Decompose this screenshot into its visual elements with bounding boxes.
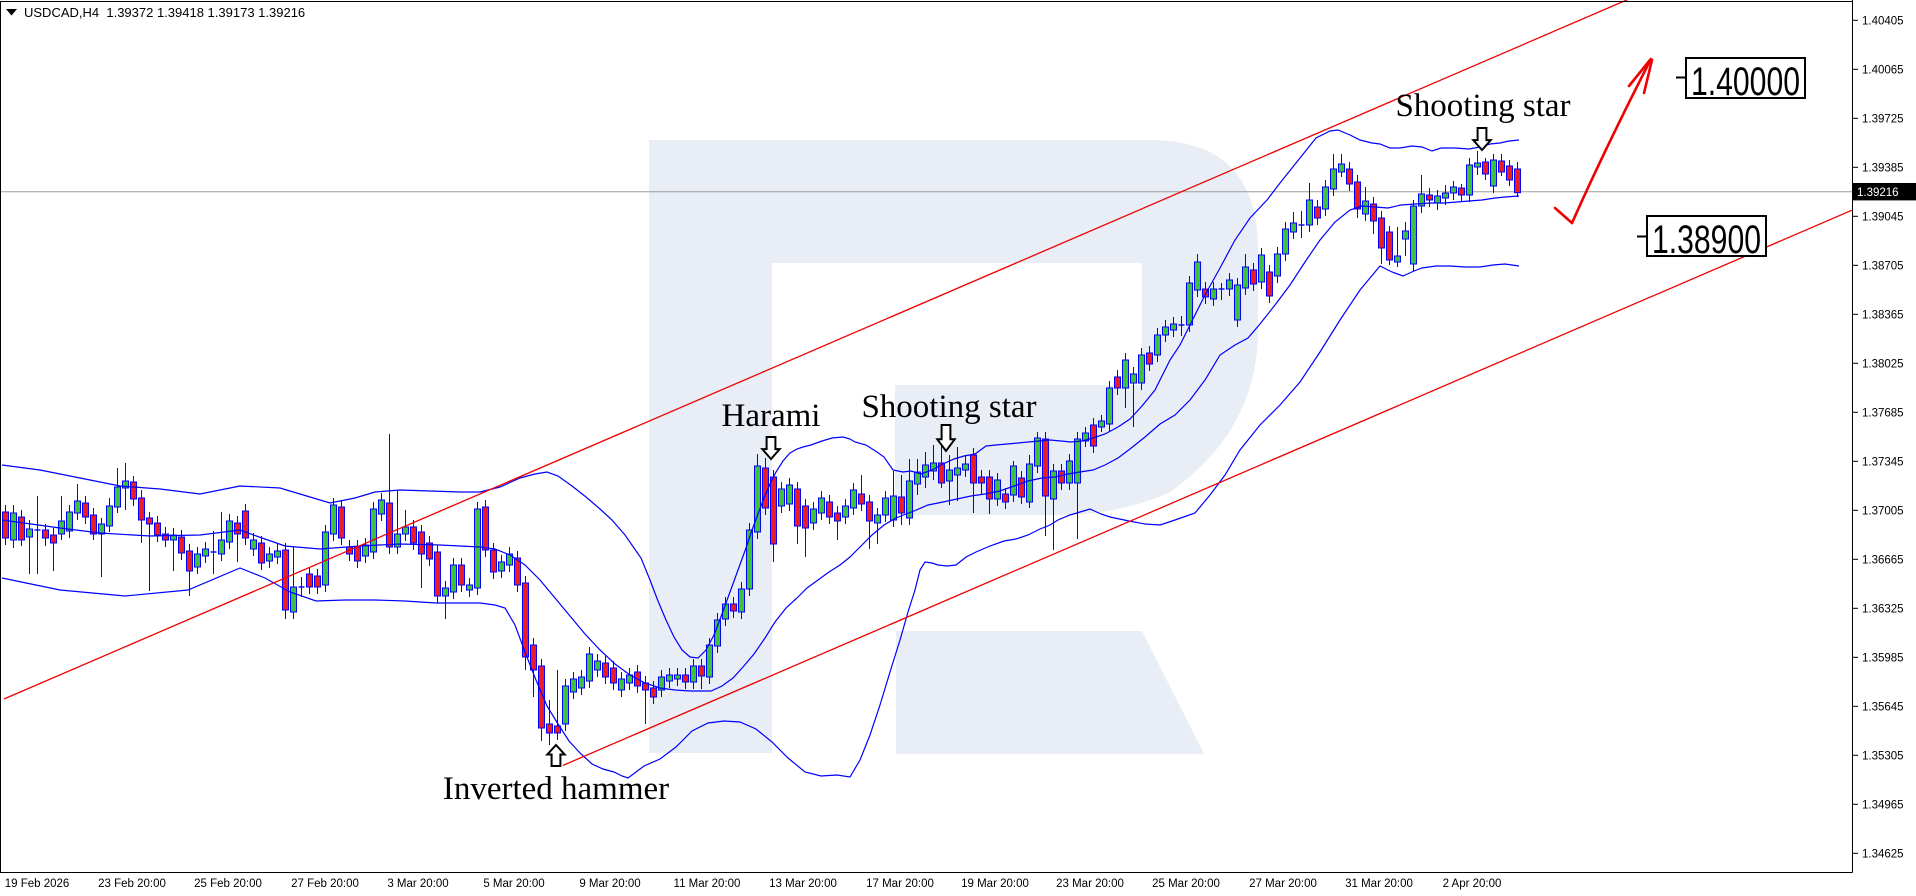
svg-text:1.40065: 1.40065: [1862, 64, 1904, 76]
svg-text:1.34625: 1.34625: [1862, 848, 1904, 860]
svg-text:Inverted hammer: Inverted hammer: [443, 771, 669, 807]
svg-text:31 Mar 20:00: 31 Mar 20:00: [1345, 878, 1413, 890]
svg-text:1.35305: 1.35305: [1862, 750, 1904, 762]
svg-text:1.36325: 1.36325: [1862, 603, 1904, 615]
svg-text:23 Mar 20:00: 23 Mar 20:00: [1056, 878, 1124, 890]
svg-text:1.38365: 1.38365: [1862, 309, 1904, 321]
svg-text:1.37345: 1.37345: [1862, 456, 1904, 468]
svg-text:25 Feb 20:00: 25 Feb 20:00: [194, 878, 262, 890]
svg-text:2 Apr 20:00: 2 Apr 20:00: [1443, 878, 1502, 890]
svg-text:1.38025: 1.38025: [1862, 358, 1904, 370]
svg-text:3 Mar 20:00: 3 Mar 20:00: [387, 878, 448, 890]
svg-text:27 Mar 20:00: 27 Mar 20:00: [1249, 878, 1317, 890]
svg-text:1.40000: 1.40000: [1691, 60, 1800, 104]
svg-text:Harami: Harami: [722, 398, 821, 434]
svg-text:1.34965: 1.34965: [1862, 799, 1904, 811]
svg-text:27 Feb 20:00: 27 Feb 20:00: [291, 878, 359, 890]
svg-text:19 Feb 2026: 19 Feb 2026: [5, 878, 70, 890]
svg-text:1.35645: 1.35645: [1862, 701, 1904, 713]
svg-text:13 Mar 20:00: 13 Mar 20:00: [769, 878, 837, 890]
svg-text:Shooting star: Shooting star: [861, 389, 1036, 425]
svg-text:5 Mar 20:00: 5 Mar 20:00: [483, 878, 544, 890]
svg-text:1.39725: 1.39725: [1862, 113, 1904, 125]
svg-text:1.36665: 1.36665: [1862, 554, 1904, 566]
svg-text:1.38705: 1.38705: [1862, 260, 1904, 272]
svg-text:Shooting star: Shooting star: [1395, 88, 1570, 124]
svg-text:9 Mar 20:00: 9 Mar 20:00: [579, 878, 640, 890]
svg-text:1.37685: 1.37685: [1862, 407, 1904, 419]
svg-text:1.39385: 1.39385: [1862, 162, 1904, 174]
svg-text:17 Mar 20:00: 17 Mar 20:00: [866, 878, 934, 890]
svg-text:25 Mar 20:00: 25 Mar 20:00: [1152, 878, 1220, 890]
svg-text:11 Mar 20:00: 11 Mar 20:00: [674, 878, 741, 890]
svg-text:1.39045: 1.39045: [1862, 211, 1904, 223]
svg-text:23 Feb 20:00: 23 Feb 20:00: [98, 878, 166, 890]
svg-text:1.38900: 1.38900: [1652, 218, 1761, 262]
svg-text:1.40405: 1.40405: [1862, 15, 1904, 27]
svg-text:USDCAD,H4 1.39372 1.39418 1.3: USDCAD,H4 1.39372 1.39418 1.39173 1.3921…: [24, 5, 305, 20]
svg-text:1.39216: 1.39216: [1857, 187, 1899, 199]
svg-text:1.35985: 1.35985: [1862, 652, 1904, 664]
svg-text:19 Mar 20:00: 19 Mar 20:00: [961, 878, 1029, 890]
svg-text:1.37005: 1.37005: [1862, 505, 1904, 517]
